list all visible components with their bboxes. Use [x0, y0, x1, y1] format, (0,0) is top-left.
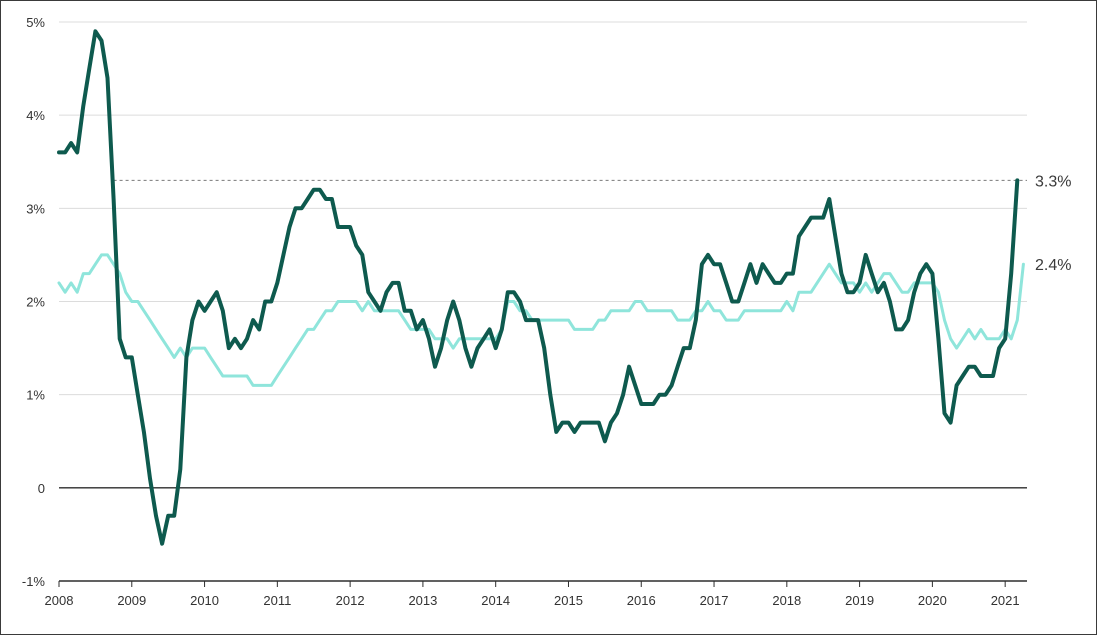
y-tick-label: 1%: [26, 388, 45, 403]
series-line-1: [57, 29, 1020, 546]
y-tick-label: 0: [38, 481, 45, 496]
x-tick-label: 2010: [190, 593, 219, 608]
x-tick-label: 2014: [481, 593, 510, 608]
axes: [58, 487, 1027, 587]
x-tick-label: 2009: [117, 593, 146, 608]
x-tick-label: 2008: [45, 593, 74, 608]
x-tick-label: 2018: [772, 593, 801, 608]
x-tick-label: 2016: [627, 593, 656, 608]
x-tick-label: 2013: [408, 593, 437, 608]
x-tick-label: 2020: [918, 593, 947, 608]
series-end-label-2: 2.4%: [1035, 257, 1071, 274]
x-tick-label: 2017: [700, 593, 729, 608]
series-line-2: [57, 253, 1025, 387]
labels: -1% 0 1% 2% 3% 4% 5% 2008 2009 2010 2011 2012 2013 20…: [22, 15, 1072, 608]
x-tick-label: 2019: [845, 593, 874, 608]
y-tick-label: 3%: [26, 201, 45, 216]
series-lines: [57, 29, 1025, 546]
y-tick-label: 4%: [26, 108, 45, 123]
series-end-label-1: 3.3%: [1035, 173, 1071, 190]
y-tick-label: -1%: [22, 574, 46, 589]
x-tick-label: 2015: [554, 593, 583, 608]
y-tick-label: 5%: [26, 15, 45, 30]
gridlines: [59, 21, 1027, 582]
x-tick-label: 2012: [336, 593, 365, 608]
y-tick-label: 2%: [26, 295, 45, 310]
x-tick-label: 2011: [263, 593, 291, 608]
x-tick-label: 2021: [991, 593, 1020, 608]
